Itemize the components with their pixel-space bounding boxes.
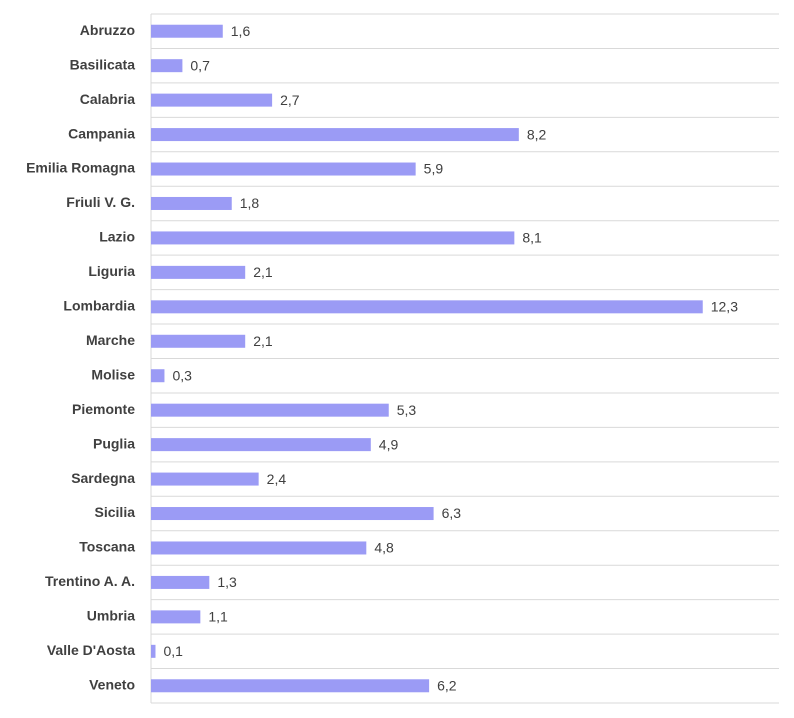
category-label: Molise bbox=[91, 366, 135, 382]
category-label: Toscana bbox=[79, 539, 135, 555]
category-label: Liguria bbox=[88, 263, 135, 279]
value-label: 12,3 bbox=[711, 299, 738, 315]
value-label: 2,4 bbox=[267, 471, 287, 487]
bar bbox=[151, 231, 515, 245]
bar bbox=[151, 24, 223, 38]
value-label: 2,1 bbox=[253, 333, 273, 349]
value-label: 1,8 bbox=[240, 195, 260, 211]
category-label: Umbria bbox=[87, 608, 135, 624]
value-label: 4,9 bbox=[379, 436, 399, 452]
category-label: Sicilia bbox=[95, 504, 136, 520]
value-label: 8,2 bbox=[527, 126, 547, 142]
category-label: Trentino A. A. bbox=[45, 573, 135, 589]
bar bbox=[151, 541, 367, 555]
category-label: Lazio bbox=[99, 229, 135, 245]
value-label: 4,8 bbox=[374, 540, 394, 556]
bar bbox=[151, 162, 416, 176]
value-label: 8,1 bbox=[522, 230, 542, 246]
value-label: 0,3 bbox=[172, 367, 192, 383]
value-label: 0,1 bbox=[163, 643, 183, 659]
bar bbox=[151, 679, 430, 693]
value-label: 0,7 bbox=[190, 57, 210, 73]
category-label: Piemonte bbox=[72, 401, 135, 417]
value-label: 2,7 bbox=[280, 92, 300, 108]
bar bbox=[151, 369, 165, 383]
category-label: Campania bbox=[68, 125, 135, 141]
bar bbox=[151, 403, 389, 417]
bar bbox=[151, 93, 273, 107]
category-label: Marche bbox=[86, 332, 135, 348]
value-label: 6,2 bbox=[437, 677, 457, 693]
bar bbox=[151, 644, 156, 658]
bar bbox=[151, 610, 201, 624]
bar bbox=[151, 128, 519, 142]
value-label: 5,3 bbox=[397, 402, 417, 418]
category-label: Emilia Romagna bbox=[26, 160, 135, 176]
category-label: Sardegna bbox=[71, 470, 135, 486]
value-label: 6,3 bbox=[442, 505, 462, 521]
bar bbox=[151, 575, 210, 589]
value-label: 2,1 bbox=[253, 264, 273, 280]
bar bbox=[151, 507, 434, 521]
category-label: Valle D'Aosta bbox=[47, 642, 135, 658]
bar bbox=[151, 438, 371, 452]
value-label: 5,9 bbox=[424, 161, 444, 177]
bar bbox=[151, 265, 246, 279]
category-label: Basilicata bbox=[70, 56, 136, 72]
category-label: Friuli V. G. bbox=[66, 194, 135, 210]
bar bbox=[151, 334, 246, 348]
value-label: 1,6 bbox=[231, 23, 251, 39]
value-label: 1,3 bbox=[217, 574, 237, 590]
category-label: Abruzzo bbox=[80, 22, 135, 38]
category-label: Calabria bbox=[80, 91, 135, 107]
bar bbox=[151, 300, 703, 314]
value-label: 1,1 bbox=[208, 609, 228, 625]
bar bbox=[151, 196, 232, 210]
category-label: Lombardia bbox=[63, 298, 135, 314]
bar bbox=[151, 472, 259, 486]
category-label: Puglia bbox=[93, 435, 135, 451]
category-label: Veneto bbox=[89, 676, 135, 692]
bar bbox=[151, 59, 183, 73]
